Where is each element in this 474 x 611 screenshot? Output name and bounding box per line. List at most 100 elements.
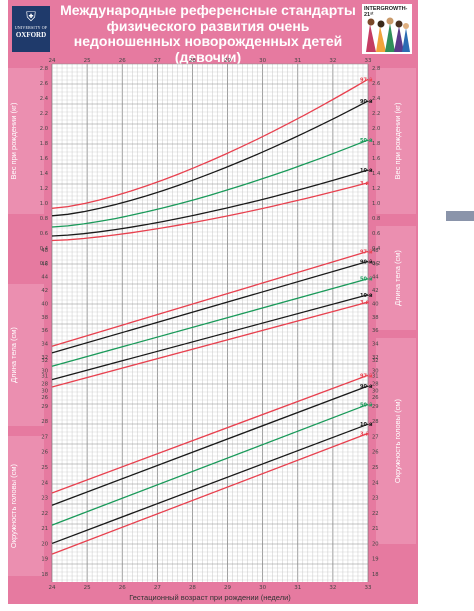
y-tick-label-right: 26	[372, 395, 379, 401]
y-tick-label-left: 38	[41, 315, 48, 321]
y-tick-label-right: 46	[372, 261, 379, 267]
y-tick-label-left: 1.2	[40, 186, 48, 192]
percentile-label: 90-й	[360, 98, 373, 105]
women-illustration-icon	[366, 17, 410, 52]
x-tick-label-bottom: 28	[189, 585, 196, 591]
y-axis-label-right: Вес при рождении (кг)	[393, 102, 402, 179]
y-tick-label-left: 46	[41, 261, 48, 267]
y-tick-label-left: 23	[41, 496, 48, 502]
y-tick-label-left: 2.0	[40, 126, 48, 132]
x-tick-label-bottom: 30	[259, 585, 266, 591]
y-tick-label-right: 31	[372, 373, 379, 379]
y-tick-label-left: 19	[41, 557, 48, 563]
y-tick-label-left: 22	[41, 511, 48, 517]
y-tick-label-right: 25	[372, 465, 379, 471]
y-tick-label-right: 1.4	[372, 171, 381, 177]
y-axis-label-left: Длина тела (см)	[9, 327, 18, 383]
side-label-panel	[376, 68, 416, 214]
y-tick-label-right: 24	[372, 480, 379, 486]
side-label-panel	[8, 436, 44, 576]
x-tick-label-bottom: 31	[294, 585, 301, 591]
y-tick-label-right: 28	[372, 382, 379, 388]
y-tick-label-right: 1.6	[372, 156, 380, 162]
y-axis-label-left: Окружность головы (см)	[9, 463, 18, 548]
percentile-line	[51, 432, 369, 555]
percentile-line	[51, 182, 369, 242]
percentile-label: 97-й	[360, 248, 373, 255]
y-tick-label-left: 27	[41, 434, 48, 440]
percentile-line	[51, 403, 369, 526]
y-tick-label-right: 0.6	[372, 231, 380, 237]
x-tick-label-bottom: 24	[49, 585, 56, 591]
y-tick-label-right: 0.2	[372, 261, 380, 267]
y-tick-label-left: 28	[41, 419, 48, 425]
x-tick-label-top: 28	[189, 58, 196, 64]
y-axis-label-right: Длина тела (см)	[393, 250, 402, 306]
y-tick-label-right: 20	[372, 541, 379, 547]
x-tick-label-bottom: 26	[119, 585, 126, 591]
x-tick-label-bottom: 33	[365, 585, 372, 591]
y-tick-label-right: 22	[372, 511, 379, 517]
y-tick-label-left: 32	[41, 355, 48, 361]
y-tick-label-left: 32	[41, 358, 48, 364]
side-label-panel	[376, 338, 416, 544]
y-tick-label-right: 34	[372, 342, 379, 348]
y-tick-label-left: 1.6	[40, 156, 48, 162]
percentile-label: 3-й	[360, 180, 370, 187]
y-tick-label-right: 23	[372, 496, 379, 502]
oxford-crest-icon: ⛨	[26, 9, 36, 24]
x-tick-label-top: 29	[224, 58, 231, 64]
y-tick-label-left: 30	[41, 389, 48, 395]
percentile-label: 3-й	[360, 430, 370, 437]
y-tick-label-left: 2.8	[40, 66, 48, 72]
y-tick-label-left: 25	[41, 465, 48, 471]
percentile-label: 50-й	[360, 137, 373, 144]
y-tick-label-left: 31	[41, 373, 48, 379]
percentile-label: 10-й	[360, 421, 373, 428]
intergrowth-logo: INTERGROWTH-21ˢᵗ	[362, 4, 412, 54]
y-tick-label-right: 1.8	[372, 141, 380, 147]
y-tick-label-right: 26	[372, 450, 379, 456]
side-tab-marker	[446, 211, 474, 221]
percentile-line	[51, 294, 369, 381]
y-tick-label-right: 28	[372, 419, 379, 425]
y-tick-label-right: 2.4	[372, 96, 381, 102]
percentile-label: 10-й	[360, 292, 373, 299]
side-label-panel	[376, 226, 416, 330]
y-tick-label-right: 2.8	[372, 66, 380, 72]
y-tick-label-left: 18	[41, 572, 48, 578]
y-tick-label-right: 30	[372, 368, 379, 374]
y-tick-label-right: 40	[372, 301, 379, 307]
x-axis-label: Гестационный возраст при рождении (недел…	[129, 593, 291, 602]
x-tick-label-bottom: 25	[84, 585, 91, 591]
percentile-line	[51, 423, 369, 545]
y-tick-label-left: 44	[41, 275, 48, 281]
y-tick-label-right: 2.2	[372, 111, 380, 117]
y-tick-label-right: 1.0	[372, 201, 380, 207]
x-tick-label-top: 30	[259, 58, 266, 64]
x-tick-label-top: 27	[154, 58, 161, 64]
x-tick-label-top: 24	[49, 58, 56, 64]
logo-name-text: OXFORD	[15, 31, 47, 39]
x-tick-label-top: 26	[119, 58, 126, 64]
percentile-line	[51, 100, 369, 217]
y-tick-label-left: 34	[41, 342, 48, 348]
y-axis-label-left: Вес при рождении (кг)	[9, 102, 18, 179]
y-tick-label-right: 32	[372, 355, 379, 361]
y-tick-label-left: 0.4	[40, 246, 49, 252]
y-tick-label-right: 32	[372, 358, 379, 364]
y-tick-label-right: 0.8	[372, 216, 380, 222]
percentile-line	[51, 374, 369, 494]
y-tick-label-right: 38	[372, 315, 379, 321]
oxford-logo: ⛨ UNIVERSITY OF OXFORD	[12, 6, 50, 52]
x-tick-label-bottom: 29	[224, 585, 231, 591]
percentile-line	[51, 139, 369, 228]
percentile-label: 3-й	[360, 299, 370, 306]
x-tick-label-top: 31	[294, 58, 301, 64]
percentile-label: 50-й	[360, 276, 373, 283]
y-tick-label-right: 21	[372, 526, 379, 532]
y-tick-label-right: 18	[372, 572, 379, 578]
x-tick-label-top: 33	[365, 58, 372, 64]
x-tick-label-bottom: 32	[329, 585, 336, 591]
x-tick-label-top: 25	[84, 58, 91, 64]
